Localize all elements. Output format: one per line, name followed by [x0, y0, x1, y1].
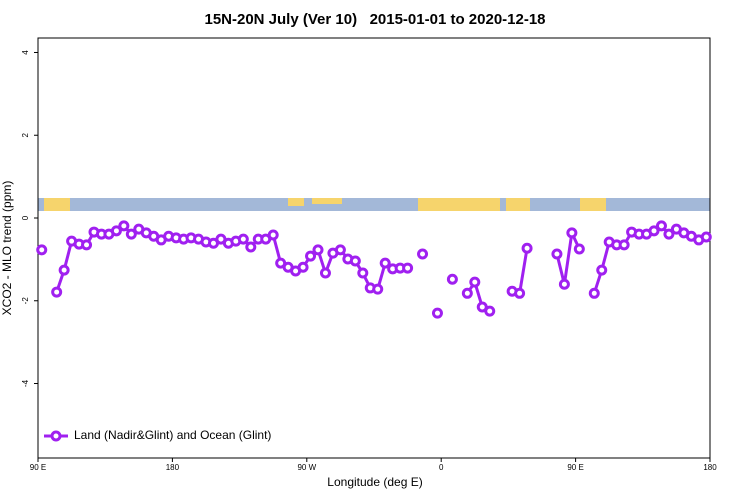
x-tick-label: 0 — [439, 463, 444, 472]
point — [81, 239, 93, 251]
point — [469, 276, 481, 288]
chart-title: 15N-20N July (Ver 10) 2015-01-01 to 2020… — [204, 11, 545, 28]
x-tick-label: 180 — [703, 463, 717, 472]
x-tick-label: 180 — [166, 463, 180, 472]
x-tick-label: 90 E — [567, 463, 583, 472]
y-axis-label: XCO2 - MLO trend (ppm) — [0, 181, 14, 316]
point — [58, 264, 70, 276]
point — [700, 231, 712, 243]
point — [118, 220, 130, 232]
point — [110, 225, 122, 237]
point — [618, 239, 630, 251]
point — [551, 248, 563, 260]
point — [319, 267, 331, 279]
point — [237, 233, 249, 245]
point — [588, 287, 600, 299]
point — [514, 287, 526, 299]
x-tick-label: 90 E — [30, 463, 46, 472]
map-strip — [38, 198, 710, 211]
y-tick-label: -4 — [21, 379, 30, 387]
point — [51, 286, 63, 298]
plot-frame — [37, 37, 711, 459]
point — [446, 273, 458, 285]
point — [431, 307, 443, 319]
point — [573, 243, 585, 255]
y-tick-label: -2 — [21, 297, 30, 305]
point — [379, 257, 391, 269]
point — [558, 278, 570, 290]
legend-label: Land (Nadir&Glint) and Ocean (Glint) — [74, 428, 271, 442]
point — [297, 261, 309, 273]
point — [245, 241, 257, 253]
point — [402, 262, 414, 274]
point — [305, 250, 317, 262]
point — [372, 283, 384, 295]
point — [484, 305, 496, 317]
point — [417, 248, 429, 260]
x-axis-label: Longitude (deg E) — [327, 475, 422, 489]
point — [521, 242, 533, 254]
legend-marker — [50, 430, 62, 442]
point — [655, 220, 667, 232]
point — [648, 225, 660, 237]
point — [461, 287, 473, 299]
point — [125, 228, 137, 240]
point — [349, 255, 361, 267]
point — [566, 227, 578, 239]
point — [267, 229, 279, 241]
x-tick-label: 90 W — [297, 463, 316, 472]
point — [334, 244, 346, 256]
point — [36, 244, 48, 256]
point — [596, 264, 608, 276]
point — [357, 267, 369, 279]
point — [663, 228, 675, 240]
y-tick-label: 2 — [21, 132, 30, 137]
y-tick-label: 0 — [21, 215, 30, 220]
y-tick-label: 4 — [21, 50, 30, 55]
point — [312, 244, 324, 256]
